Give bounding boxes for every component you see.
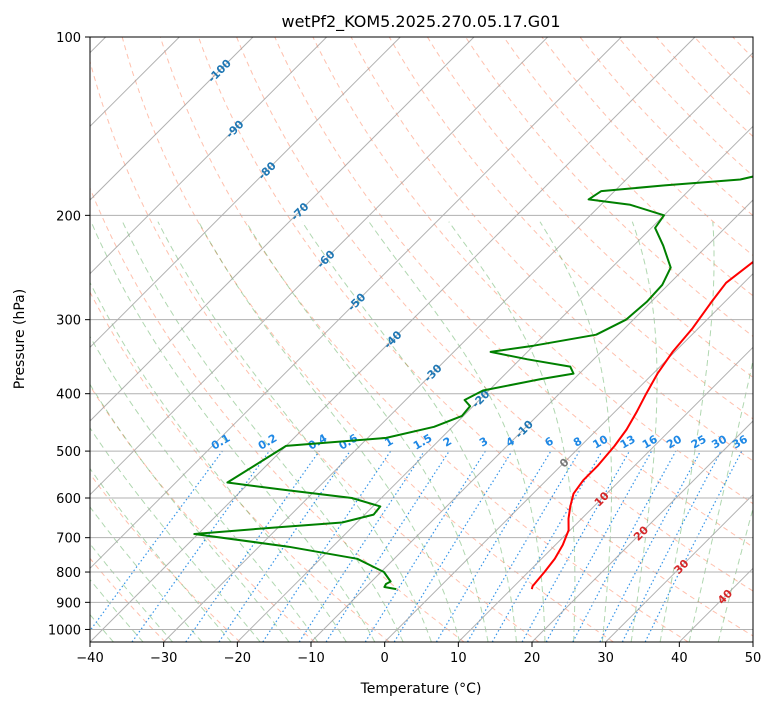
dry-adiabat-line [90, 472, 241, 642]
moist-adiabat-line [301, 221, 517, 642]
moist-adiabat-line [90, 467, 232, 642]
mixing-ratio-line [393, 450, 513, 642]
dry-adiabat-line [388, 37, 753, 420]
moist-adiabat-line [368, 221, 546, 642]
y-tick-label: 100 [56, 31, 81, 46]
isotherm-line [605, 493, 753, 642]
y-tick-label: 1000 [48, 623, 81, 638]
dry-adiabat-line [236, 37, 753, 592]
x-tick-label: −30 [150, 651, 177, 666]
x-tick-label: −20 [224, 651, 251, 666]
mixing-ratio-line [521, 450, 631, 642]
isotherm-line [90, 37, 401, 349]
y-tick-label: 600 [56, 492, 81, 507]
moist-adiabat-line [198, 221, 461, 642]
y-tick-label: 800 [56, 566, 81, 581]
moist-adiabat-line [90, 383, 290, 642]
mixing-ratio-line [298, 450, 425, 642]
mixing-ratio-line [644, 450, 743, 642]
dry-adiabat-line [503, 37, 753, 297]
mixing-ratio-line [185, 450, 320, 642]
isotherm-line [90, 37, 549, 496]
isotherm-line [531, 420, 753, 642]
dry-adiabat-line [90, 557, 166, 642]
dry-adiabat-line [90, 291, 390, 642]
temperature-profile-line [530, 260, 753, 590]
moist-adiabat-line [245, 221, 489, 642]
y-tick-label: 200 [56, 209, 81, 224]
y-tick-label: 300 [56, 314, 81, 329]
moist-adiabat-line [539, 221, 612, 642]
isotherm-line [90, 37, 254, 201]
mixing-ratio-line [262, 450, 392, 642]
chart-title: wetPf2_KOM5.2025.270.05.17.G01 [281, 12, 560, 32]
x-tick-label: −10 [297, 651, 324, 666]
moist-adiabat-line [157, 221, 432, 642]
moist-adiabat-line [90, 281, 347, 642]
dry-adiabat-line [121, 37, 614, 642]
mixing-ratio-line [90, 450, 223, 632]
dry-adiabat-line [159, 37, 689, 642]
isotherm-line [457, 346, 753, 642]
y-axis: 100 200 300 400 500 600 700 800 900 1000 [48, 31, 90, 638]
mixing-ratio-line [218, 450, 351, 642]
dry-adiabat-line [90, 384, 316, 642]
isotherm-line [90, 37, 696, 642]
isotherm-line [310, 199, 753, 642]
mixing-ratio-line [572, 450, 677, 642]
moist-adiabat-line [122, 221, 404, 642]
y-tick-label: 700 [56, 532, 81, 547]
moist-adiabat-line [90, 221, 376, 642]
moist-adiabat-line [90, 506, 203, 642]
isotherm-line [90, 37, 475, 422]
moist-adiabat-line [448, 221, 576, 642]
dewpoint-profile-line [193, 175, 753, 591]
moist-adiabat-line [90, 427, 261, 642]
mixing-ratio-line [325, 450, 450, 642]
y-tick-label: 500 [56, 445, 81, 460]
x-axis-label: Temperature (°C) [360, 681, 482, 697]
x-tick-label: 10 [450, 651, 467, 666]
moist-adiabat-line [630, 221, 658, 642]
y-tick-label: 900 [56, 596, 81, 611]
background-lines [90, 37, 753, 642]
isotherm-line [90, 37, 328, 275]
isotherm-line [163, 51, 753, 642]
x-tick-label: 30 [597, 651, 614, 666]
dry-adiabat-line [90, 59, 540, 642]
moist-adiabat-line [688, 358, 753, 642]
dry-adiabat-line [90, 186, 465, 642]
isotherm-line [90, 37, 622, 570]
isotherm-line [384, 272, 753, 642]
plot-frame [89, 36, 754, 643]
dry-adiabat-line [350, 37, 753, 462]
x-tick-label: 40 [671, 651, 688, 666]
y-tick-label: 400 [56, 388, 81, 403]
x-tick-label: 50 [745, 651, 762, 666]
x-tick-label: 0 [381, 651, 389, 666]
mixing-ratio-line [131, 450, 270, 642]
profile-series [193, 175, 753, 591]
y-axis-label: Pressure (hPa) [12, 289, 28, 389]
dry-adiabat-line [312, 37, 753, 505]
x-tick-label: −40 [76, 651, 103, 666]
x-tick-label: 20 [524, 651, 541, 666]
dry-adiabat-line [465, 37, 753, 338]
mixing-ratio-line [545, 450, 653, 642]
x-axis: −40 −30 −20 −10 0 10 20 30 40 50 [76, 642, 761, 666]
moist-adiabat-line [659, 221, 715, 642]
isotherm-line [236, 125, 753, 642]
dry-adiabat-line [274, 37, 753, 548]
